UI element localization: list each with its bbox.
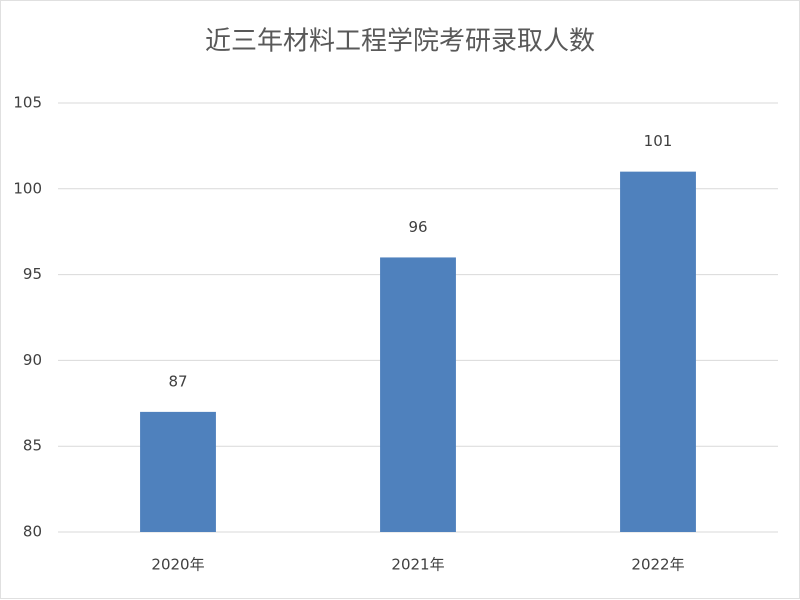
x-tick-label: 2021年 — [391, 556, 444, 574]
x-tick-label: 2020年 — [151, 556, 204, 574]
bar — [140, 411, 216, 532]
x-tick-label: 2022年 — [631, 556, 684, 574]
data-label: 101 — [644, 132, 673, 150]
y-tick-label: 100 — [13, 179, 42, 197]
y-tick-label: 90 — [23, 351, 42, 369]
y-tick-label: 95 — [23, 265, 42, 283]
y-tick-label: 80 — [23, 523, 42, 541]
data-label: 87 — [168, 372, 187, 390]
bar — [620, 171, 696, 532]
y-tick-label: 105 — [13, 94, 42, 112]
chart-title: 近三年材料工程学院考研录取人数 — [205, 27, 595, 57]
y-tick-label: 85 — [23, 437, 42, 455]
data-label: 96 — [408, 218, 427, 236]
bar — [380, 257, 456, 532]
